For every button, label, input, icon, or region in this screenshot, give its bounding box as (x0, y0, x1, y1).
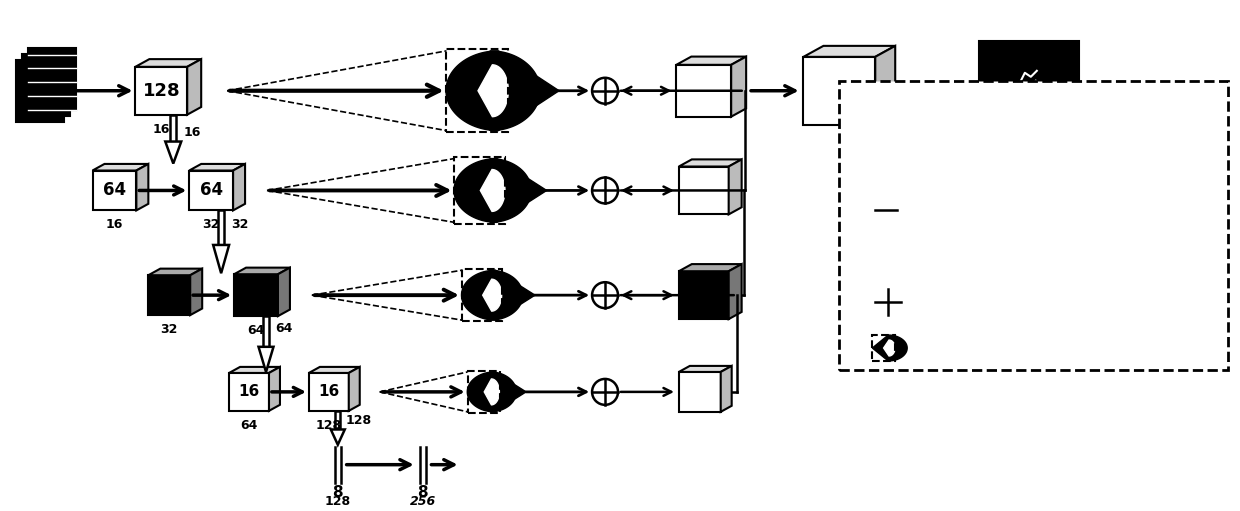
Polygon shape (229, 373, 269, 411)
Polygon shape (461, 270, 534, 320)
Polygon shape (190, 171, 233, 211)
Polygon shape (170, 114, 176, 142)
Text: feature bridge: feature bridge (919, 341, 1033, 355)
Text: 16: 16 (238, 384, 259, 400)
Text: Maxpooling: Maxpooling (919, 249, 1009, 263)
Polygon shape (804, 57, 875, 125)
Text: 256: 256 (409, 495, 435, 507)
Text: 128: 128 (325, 495, 351, 507)
Polygon shape (93, 164, 149, 171)
Polygon shape (263, 316, 269, 347)
Polygon shape (676, 65, 732, 117)
Polygon shape (229, 367, 280, 373)
Polygon shape (678, 159, 742, 167)
Polygon shape (477, 65, 508, 117)
Polygon shape (884, 340, 895, 356)
Polygon shape (878, 258, 898, 272)
Text: 128: 128 (143, 82, 180, 100)
Bar (446, 49, 508, 132)
Text: 32: 32 (161, 323, 179, 336)
Polygon shape (149, 275, 190, 315)
Polygon shape (449, 51, 541, 131)
Polygon shape (884, 240, 892, 258)
Polygon shape (149, 269, 202, 275)
Polygon shape (485, 379, 500, 405)
Polygon shape (678, 264, 742, 271)
Polygon shape (464, 270, 523, 320)
Bar (872, 335, 895, 361)
Text: 64: 64 (200, 181, 223, 199)
Polygon shape (135, 59, 201, 67)
Polygon shape (93, 171, 136, 211)
Text: 8: 8 (332, 484, 343, 500)
Polygon shape (233, 164, 246, 211)
Polygon shape (678, 167, 729, 215)
Polygon shape (456, 158, 531, 222)
Text: Upsample: Upsample (919, 203, 997, 217)
Text: 2.5D residual block: 2.5D residual block (919, 157, 1070, 172)
Polygon shape (678, 372, 720, 412)
Text: 64: 64 (247, 324, 264, 337)
Polygon shape (469, 372, 516, 412)
Polygon shape (218, 211, 224, 245)
Polygon shape (27, 48, 76, 110)
Text: 16: 16 (184, 126, 201, 139)
Text: 64: 64 (275, 321, 293, 335)
Polygon shape (676, 57, 746, 65)
Text: 3D residual block: 3D residual block (919, 112, 1055, 126)
Polygon shape (482, 279, 502, 311)
Polygon shape (234, 268, 290, 274)
Bar (839, 81, 1229, 370)
Text: elem-wise sum: elem-wise sum (919, 295, 1035, 309)
Polygon shape (872, 335, 908, 361)
Polygon shape (732, 57, 746, 117)
Text: 16: 16 (319, 384, 340, 400)
Polygon shape (190, 164, 246, 171)
Bar (467, 371, 500, 412)
Polygon shape (804, 46, 895, 57)
Polygon shape (309, 373, 348, 411)
Bar (461, 269, 502, 321)
Polygon shape (135, 67, 187, 114)
Bar (454, 157, 505, 224)
Polygon shape (213, 245, 229, 273)
Polygon shape (446, 51, 559, 131)
Polygon shape (331, 429, 345, 445)
Text: 32: 32 (231, 218, 248, 231)
Polygon shape (729, 264, 742, 319)
Polygon shape (875, 46, 895, 125)
Polygon shape (278, 268, 290, 316)
Polygon shape (234, 274, 278, 316)
Polygon shape (258, 347, 274, 372)
Text: 8: 8 (417, 484, 428, 500)
Polygon shape (467, 372, 526, 412)
Polygon shape (309, 367, 360, 373)
Polygon shape (165, 142, 181, 164)
Polygon shape (720, 366, 732, 412)
Text: 64: 64 (241, 419, 258, 432)
Text: 32: 32 (202, 218, 219, 231)
Polygon shape (22, 54, 69, 115)
Polygon shape (729, 159, 742, 215)
Polygon shape (678, 366, 732, 372)
Polygon shape (187, 59, 201, 114)
Polygon shape (16, 60, 63, 122)
Polygon shape (335, 411, 341, 429)
Polygon shape (190, 269, 202, 315)
Text: 128: 128 (346, 414, 372, 427)
Polygon shape (678, 271, 729, 319)
Text: 16: 16 (153, 123, 170, 135)
Polygon shape (480, 170, 505, 212)
Polygon shape (269, 367, 280, 411)
Text: 16: 16 (105, 218, 123, 231)
Text: 128: 128 (316, 419, 342, 432)
Polygon shape (136, 164, 149, 211)
Polygon shape (454, 158, 547, 222)
Text: 64: 64 (103, 181, 126, 199)
Polygon shape (348, 367, 360, 411)
Bar (978, 41, 1079, 141)
